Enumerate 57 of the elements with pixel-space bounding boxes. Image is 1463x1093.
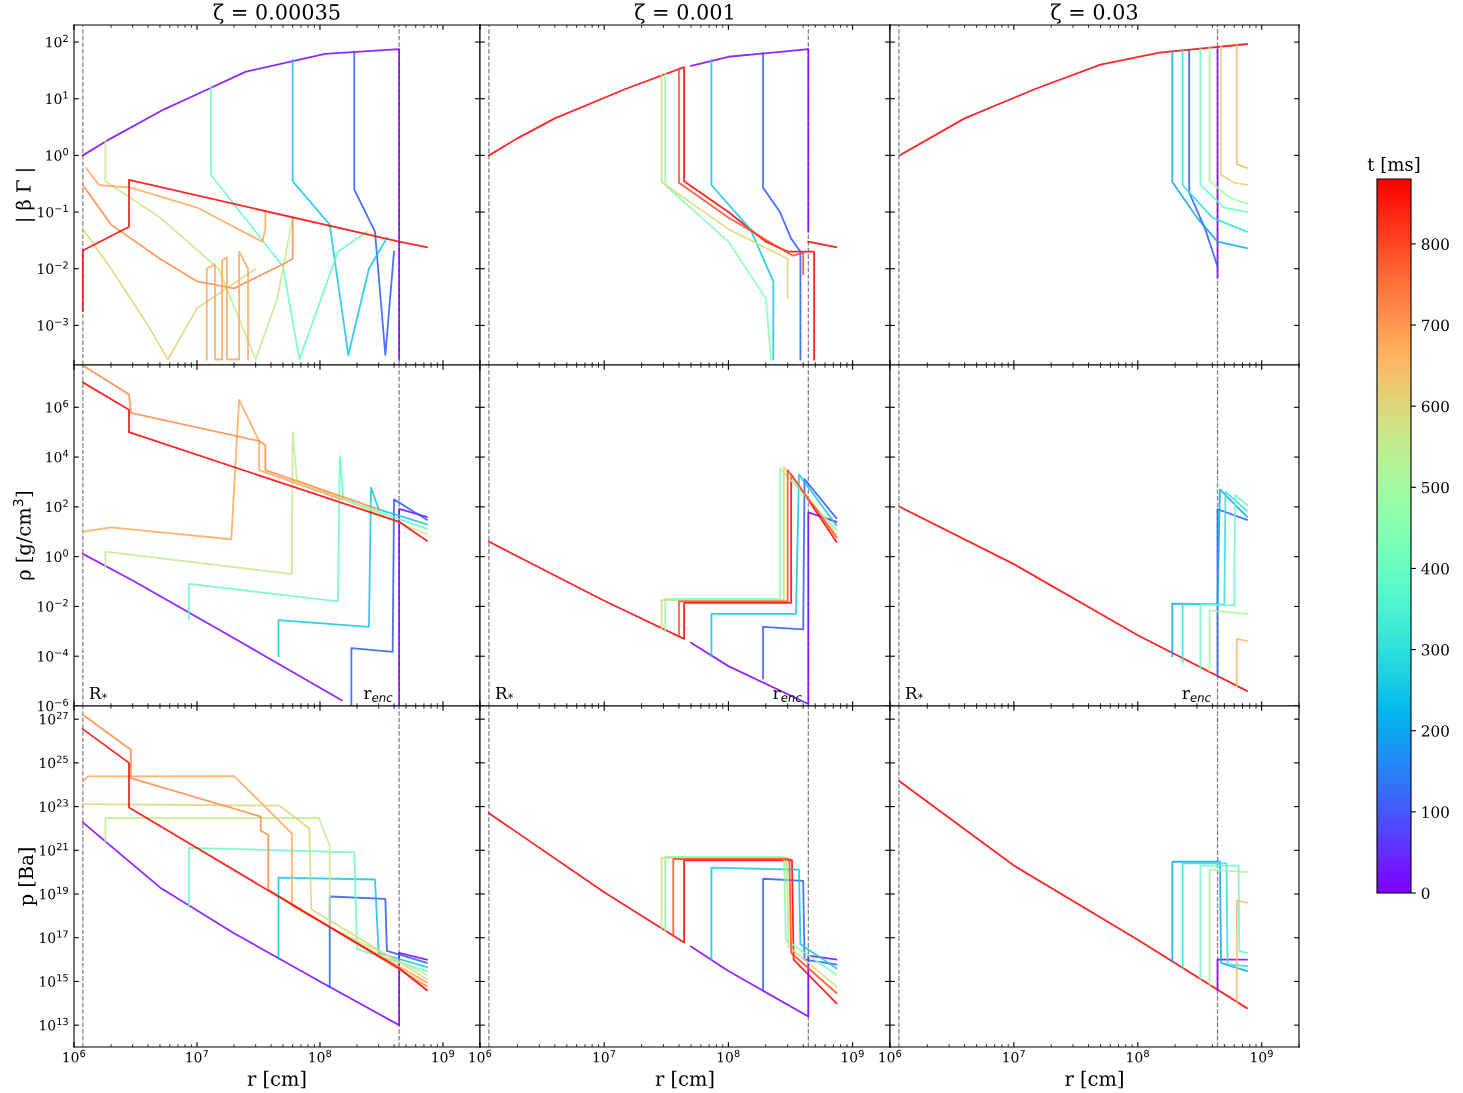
y-axis-title: | β Γ | [15,169,36,221]
color-bar-label: 500 [1422,481,1449,494]
color-bar-label: 300 [1421,644,1449,656]
x-tick-label: 10$^{9}$ [842,1049,864,1063]
y-tick-label: 10$^{17}$ [40,930,68,944]
y-tick-label: 10$^{13}$ [40,1017,68,1031]
y-tick-label: 10$^{−3}$ [38,318,68,331]
color-bar-label: 0 [1421,887,1430,900]
y-tick-label: 10$^{21}$ [40,842,68,856]
color-bar-label: 400 [1421,562,1449,575]
color-bar-label: 800 [1421,238,1449,250]
x-tick-label: 10$^{7}$ [593,1049,616,1063]
chart-title: ζ = 0.001 [635,3,733,24]
y-tick-label: 10$^{1}$ [46,91,68,105]
y-tick-label: 10$^{−4}$ [38,648,69,662]
y-tick-label: 10$^{−2}$ [38,599,68,612]
x-tick-label: 10$^{6}$ [879,1049,902,1063]
annotation: R$_{*}$ [495,686,514,700]
x-tick-label: 10$^{8}$ [1127,1049,1149,1063]
color-bar-label: 100 [1422,806,1449,818]
x-tick-label: 10$^{8}$ [309,1049,332,1063]
chart-title: ζ = 0.00035 [213,3,340,24]
annotation: R$_{*}$ [905,686,924,700]
color-bar-label: 700 [1422,319,1449,332]
color-bar-label: 200 [1421,725,1449,737]
y-tick-label: 10$^{−6}$ [38,698,69,712]
chart-title: ζ = 0.03 [1051,3,1138,24]
y-tick-label: 10$^{2}$ [46,34,68,48]
x-axis-title: r [cm] [247,1070,306,1089]
x-axis-title: r [cm] [655,1070,714,1089]
annotation: r$_{enc}$ [364,690,393,702]
x-tick-label: 10$^{9}$ [1251,1049,1273,1063]
y-tick-label: 10$^{27}$ [40,711,68,725]
y-tick-label: 10$^{23}$ [40,799,68,812]
y-tick-label: 10$^{−1}$ [38,204,68,218]
x-axis-title: r [cm] [1065,1070,1123,1089]
y-tick-label: 10$^{2}$ [46,499,68,513]
y-axis-title: p [Ba] [18,848,38,906]
color-bar-title: t [ms] [1367,156,1420,174]
y-tick-label: 10$^{−2}$ [38,261,68,275]
x-tick-label: 10$^{7}$ [186,1049,208,1063]
y-axis-title: ρ [g/cm$^{3}$] [12,491,35,580]
y-tick-label: 10$^{0}$ [46,549,69,563]
annotation: R$_{*}$ [89,686,108,700]
y-tick-label: 10$^{0}$ [46,148,69,161]
x-tick-label: 10$^{8}$ [717,1049,740,1063]
y-tick-label: 10$^{25}$ [40,755,68,769]
y-tick-label: 10$^{4}$ [46,449,69,463]
y-tick-label: 10$^{6}$ [46,399,69,413]
annotation: r$_{enc}$ [1182,690,1211,702]
x-tick-label: 10$^{9}$ [432,1049,455,1063]
y-tick-label: 10$^{19}$ [40,886,68,900]
color-bar-label: 600 [1421,400,1449,413]
x-tick-label: 10$^{7}$ [1003,1049,1025,1063]
y-tick-label: 10$^{15}$ [40,974,68,987]
x-tick-label: 10$^{6}$ [469,1049,492,1063]
x-tick-label: 10$^{6}$ [63,1049,86,1063]
